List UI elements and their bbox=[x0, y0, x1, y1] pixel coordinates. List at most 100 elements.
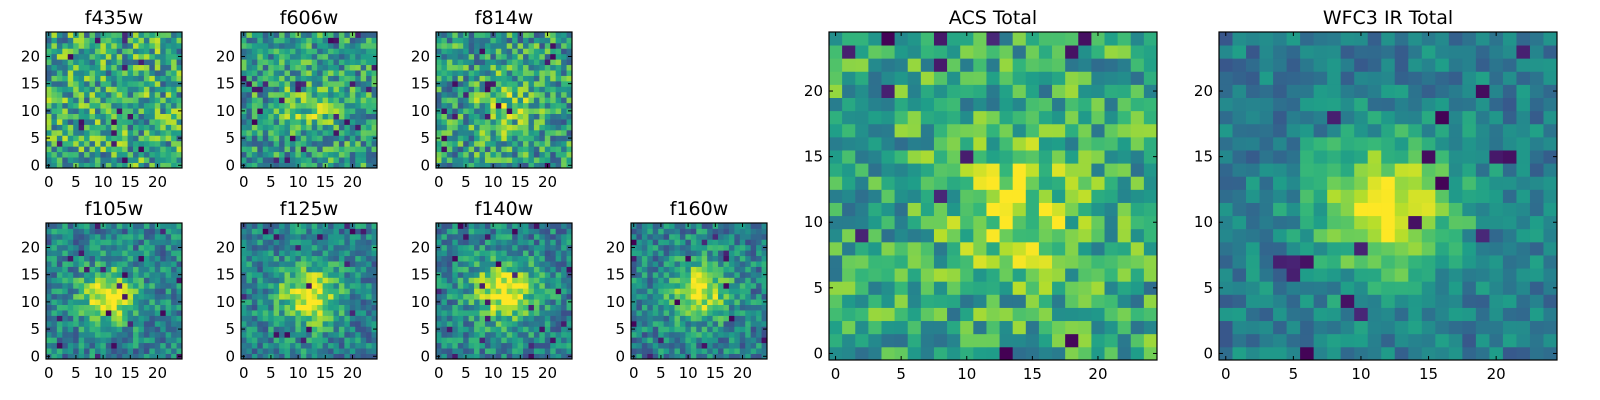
heatmap-cell bbox=[446, 113, 453, 120]
heatmap-cell bbox=[446, 277, 453, 284]
heatmap-cell bbox=[62, 250, 69, 257]
heatmap-cell bbox=[484, 304, 491, 311]
heatmap-cell bbox=[555, 97, 562, 104]
heatmap-cell bbox=[46, 157, 52, 163]
heatmap-cell bbox=[1104, 241, 1119, 256]
heatmap-cell bbox=[317, 135, 323, 142]
heatmap-cell bbox=[289, 157, 296, 163]
heatmap-cell bbox=[333, 261, 340, 267]
heatmap-cell bbox=[143, 70, 150, 76]
heatmap-cell bbox=[641, 331, 648, 338]
heatmap-cell bbox=[317, 326, 323, 333]
heatmap-cell bbox=[306, 293, 313, 300]
heatmap-cell bbox=[663, 326, 670, 333]
heatmap-cell bbox=[355, 64, 362, 71]
heatmap-cell bbox=[262, 353, 269, 360]
heatmap-cell bbox=[463, 135, 470, 142]
heatmap-cell bbox=[89, 320, 96, 327]
heatmap-cell bbox=[338, 342, 345, 349]
heatmap-cell bbox=[550, 233, 557, 240]
heatmap-cell bbox=[701, 304, 708, 311]
heatmap-cell bbox=[62, 342, 69, 349]
heatmap-cell bbox=[441, 32, 448, 38]
heatmap-cell bbox=[484, 48, 491, 55]
heatmap-cell bbox=[56, 277, 63, 284]
heatmap-cell bbox=[484, 129, 491, 136]
y-tick-label: 10 bbox=[216, 293, 235, 311]
heatmap-cell bbox=[446, 266, 453, 273]
heatmap-cell bbox=[62, 337, 69, 344]
heatmap-cell bbox=[539, 102, 546, 109]
heatmap-cell bbox=[463, 113, 470, 120]
heatmap-cell bbox=[452, 315, 459, 322]
heatmap-cell bbox=[56, 299, 63, 305]
heatmap-cell bbox=[506, 223, 513, 229]
heatmap-cell bbox=[171, 271, 177, 278]
heatmap-cell bbox=[544, 119, 551, 125]
heatmap-cell bbox=[523, 304, 529, 311]
heatmap-cell bbox=[960, 150, 974, 164]
heatmap-cell bbox=[154, 53, 161, 60]
heatmap-cell bbox=[122, 228, 128, 235]
heatmap-cell bbox=[674, 342, 681, 349]
heatmap-cell bbox=[257, 102, 264, 109]
heatmap-cell bbox=[338, 59, 345, 66]
heatmap-cell bbox=[311, 331, 318, 338]
heatmap-cell bbox=[251, 277, 258, 284]
heatmap-cell bbox=[100, 97, 107, 104]
heatmap-cell bbox=[506, 331, 513, 338]
heatmap-cell bbox=[528, 140, 535, 147]
heatmap-cell bbox=[89, 342, 96, 349]
heatmap-cell bbox=[138, 337, 145, 344]
heatmap-cell bbox=[355, 320, 362, 327]
heatmap-cell bbox=[289, 53, 296, 60]
heatmap-cell bbox=[701, 223, 708, 229]
heatmap-cell bbox=[127, 86, 134, 93]
heatmap-cell bbox=[94, 75, 101, 82]
heatmap-cell bbox=[566, 228, 573, 235]
heatmap-cell bbox=[446, 37, 453, 44]
heatmap-cell bbox=[829, 189, 843, 203]
heatmap-cell bbox=[647, 293, 654, 300]
heatmap-cell bbox=[360, 59, 367, 66]
heatmap-cell bbox=[566, 320, 573, 327]
heatmap-cell bbox=[246, 32, 253, 38]
heatmap-cell bbox=[295, 91, 302, 98]
heatmap-cell bbox=[544, 140, 551, 147]
heatmap-cell bbox=[495, 310, 502, 316]
heatmap-cell bbox=[338, 97, 345, 104]
heatmap-cell bbox=[647, 326, 654, 333]
heatmap-cell bbox=[566, 129, 573, 136]
heatmap-cell bbox=[829, 268, 843, 282]
heatmap-cell bbox=[685, 255, 692, 262]
heatmap-cell bbox=[528, 293, 535, 300]
heatmap-cell bbox=[1104, 333, 1119, 348]
heatmap-cell bbox=[1104, 189, 1119, 203]
heatmap-cell bbox=[674, 348, 681, 354]
heatmap-cell bbox=[165, 97, 172, 104]
heatmap-cell bbox=[933, 281, 948, 295]
heatmap-cell bbox=[1104, 294, 1119, 308]
heatmap-cell bbox=[1143, 294, 1158, 308]
heatmap-cell bbox=[311, 250, 318, 257]
heatmap-cell bbox=[446, 48, 453, 55]
heatmap-cell bbox=[441, 255, 448, 262]
heatmap-cell bbox=[143, 223, 150, 229]
heatmap-cell bbox=[154, 102, 161, 109]
heatmap-cell bbox=[933, 268, 948, 282]
heatmap-cell bbox=[750, 266, 757, 273]
heatmap-cell bbox=[690, 228, 697, 235]
heatmap-cell bbox=[171, 342, 177, 349]
heatmap-cell bbox=[436, 239, 442, 246]
heatmap-cell bbox=[67, 282, 74, 289]
heatmap-cell bbox=[1012, 228, 1027, 243]
heatmap-cell bbox=[669, 282, 675, 289]
heatmap-cell bbox=[262, 86, 269, 93]
heatmap-cell bbox=[490, 113, 497, 120]
heatmap-cell bbox=[241, 113, 247, 120]
heatmap-cell bbox=[986, 281, 1000, 295]
heatmap-cell bbox=[143, 233, 150, 240]
heatmap-cell bbox=[685, 250, 692, 257]
heatmap-cell bbox=[67, 266, 74, 273]
heatmap-cell bbox=[317, 228, 323, 235]
